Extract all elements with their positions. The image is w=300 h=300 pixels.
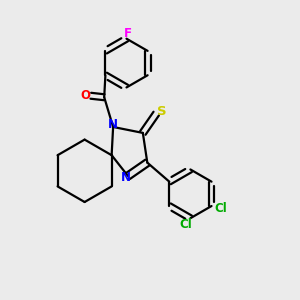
Text: S: S [158, 105, 167, 118]
Text: Cl: Cl [214, 202, 227, 215]
Text: O: O [80, 89, 91, 102]
Text: Cl: Cl [180, 218, 192, 231]
Text: N: N [121, 171, 130, 184]
Text: F: F [123, 27, 131, 40]
Text: N: N [108, 118, 118, 131]
